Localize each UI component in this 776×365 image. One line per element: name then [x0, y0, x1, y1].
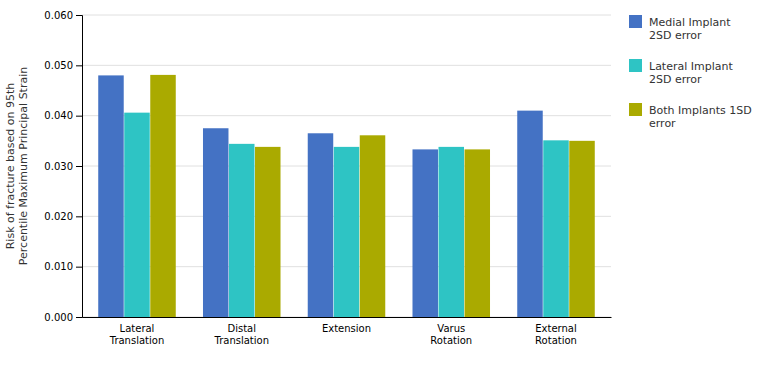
x-tick-label-line: Rotation [535, 335, 577, 346]
bar-series [124, 113, 569, 317]
legend-swatch [629, 103, 642, 116]
y-tick-label: 0.040 [44, 110, 73, 121]
x-tick-label: VarusRotation [430, 323, 472, 346]
y-tick-label: 0.020 [44, 211, 73, 222]
bar [203, 128, 228, 317]
x-tick-label-line: Varus [437, 323, 465, 334]
plot: 0.000 0.010 0.020 0.030 0.040 0.050 0.060 Later… [4, 10, 612, 346]
y-tick-label: 0.010 [44, 261, 73, 272]
y-tick: 0.040 [44, 110, 82, 121]
bar [439, 147, 464, 317]
y-axis: 0.000 0.010 0.020 0.030 0.040 0.050 0.060 [44, 10, 82, 323]
bar-series [150, 75, 595, 317]
x-tick-label-line: Translation [213, 335, 269, 346]
x-tick-label: Extension [322, 323, 371, 334]
y-tick-mark [76, 166, 82, 167]
grid-line [82, 65, 611, 66]
bar [517, 111, 542, 317]
y-tick: 0.060 [44, 10, 82, 21]
bars [98, 75, 595, 317]
grid [82, 15, 611, 317]
y-axis-title-line: Percentile Maximum Principal Strain [17, 67, 30, 265]
legend-swatch [629, 59, 642, 72]
legend-label-line: error [649, 117, 676, 130]
legend-label-line: 2SD error [649, 73, 702, 86]
bar [412, 149, 437, 317]
bar [334, 147, 359, 317]
bar [124, 113, 149, 317]
legend-label-line: 2SD error [649, 29, 702, 42]
y-tick-mark [76, 267, 82, 268]
y-tick: 0.050 [44, 60, 82, 71]
x-tick-label-line: Translation [109, 335, 165, 346]
x-tick-label: DistalTranslation [213, 323, 269, 346]
x-tick: ExternalRotation [535, 323, 577, 346]
x-tick: DistalTranslation [213, 323, 269, 346]
y-tick-mark [76, 216, 82, 217]
x-axis: LateralTranslationDistalTranslationExten… [83, 318, 612, 346]
y-tick-mark [76, 317, 82, 318]
bar [465, 149, 490, 317]
bar-series [98, 75, 543, 317]
bar [308, 133, 333, 317]
legend-label-line: Medial Implant [649, 16, 731, 29]
legend-label: Medial Implant2SD error [649, 16, 731, 42]
y-tick-mark [76, 65, 82, 66]
bar [569, 141, 594, 317]
x-tick: Extension [322, 323, 371, 334]
x-tick-label-line: Lateral [120, 323, 155, 334]
grid-line [82, 15, 611, 16]
y-axis-title: Risk of fracture based on 95thPercentile… [4, 67, 30, 265]
y-tick-mark [76, 116, 82, 117]
x-tick-label-line: Distal [227, 323, 256, 334]
y-tick: 0.000 [44, 312, 82, 323]
legend-item: Both Implants 1SDerror [629, 103, 752, 130]
x-tick-label: LateralTranslation [109, 323, 165, 346]
legend-item: Lateral Implant2SD error [629, 59, 733, 86]
bar [255, 147, 280, 317]
bar [543, 140, 568, 317]
x-tick-label: ExternalRotation [535, 323, 577, 346]
y-tick: 0.030 [44, 161, 82, 172]
y-tick: 0.020 [44, 211, 82, 222]
x-axis-line [83, 317, 612, 318]
bar [150, 75, 175, 317]
y-tick-label: 0.000 [44, 312, 73, 323]
x-tick-label-line: Rotation [430, 335, 472, 346]
chart: 0.000 0.010 0.020 0.030 0.040 0.050 0.060 Later… [0, 0, 776, 365]
y-tick-label: 0.050 [44, 60, 73, 71]
x-tick-label-line: External [535, 323, 577, 334]
x-tick: LateralTranslation [109, 323, 165, 346]
bar [360, 135, 385, 317]
y-axis-title-line: Risk of fracture based on 95th [4, 83, 17, 250]
y-tick-label: 0.060 [44, 10, 73, 21]
legend-label-line: Lateral Implant [649, 60, 733, 73]
x-tick: VarusRotation [430, 323, 472, 346]
legend-item: Medial Implant2SD error [629, 15, 731, 42]
y-tick-mark [76, 15, 82, 16]
legend-swatch [629, 15, 642, 28]
y-tick-label: 0.030 [44, 161, 73, 172]
legend: Medial Implant2SD errorLateral Implant2S… [629, 15, 752, 130]
x-tick-label-line: Extension [322, 323, 371, 334]
y-tick: 0.010 [44, 261, 82, 272]
legend-label-line: Both Implants 1SD [649, 104, 752, 117]
legend-label: Lateral Implant2SD error [649, 60, 733, 86]
bar [229, 144, 254, 317]
bar [98, 75, 123, 317]
legend-label: Both Implants 1SDerror [649, 104, 752, 130]
y-axis-line [76, 16, 83, 318]
